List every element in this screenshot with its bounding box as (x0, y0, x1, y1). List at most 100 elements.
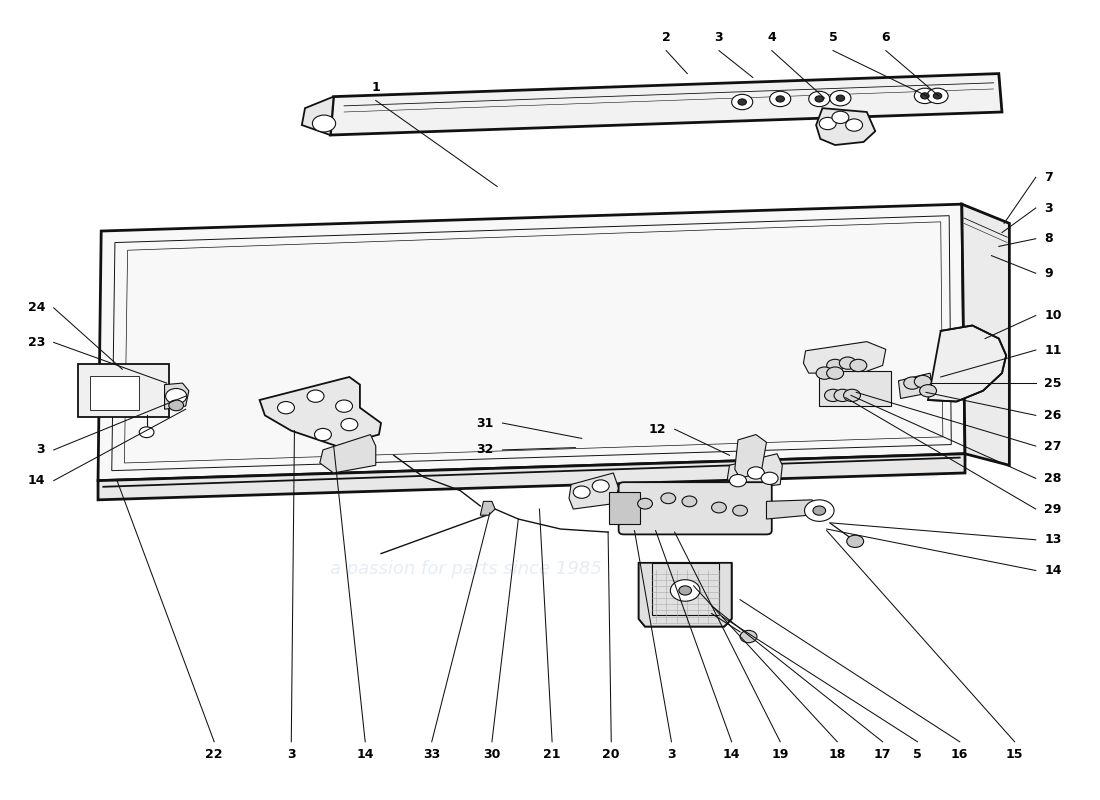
Circle shape (904, 377, 921, 390)
Circle shape (839, 357, 856, 370)
Polygon shape (330, 74, 1002, 135)
Text: 14: 14 (1044, 564, 1061, 577)
Text: 3: 3 (1044, 202, 1053, 214)
Circle shape (140, 427, 154, 438)
Text: 24: 24 (28, 302, 45, 314)
Text: 14: 14 (28, 474, 45, 487)
Text: 14: 14 (723, 748, 740, 761)
Circle shape (166, 389, 187, 404)
Circle shape (827, 367, 844, 379)
Circle shape (832, 111, 849, 123)
Text: 8: 8 (1044, 232, 1053, 246)
Text: 31: 31 (476, 417, 494, 430)
Text: 3: 3 (667, 748, 675, 761)
Polygon shape (767, 500, 820, 519)
Circle shape (933, 93, 942, 99)
Circle shape (776, 96, 784, 102)
Polygon shape (320, 434, 376, 473)
Circle shape (592, 480, 609, 492)
Circle shape (829, 90, 851, 106)
Polygon shape (569, 473, 618, 509)
Text: 1985: 1985 (785, 433, 948, 490)
Text: 5: 5 (913, 748, 922, 761)
Circle shape (844, 390, 860, 402)
Text: 27: 27 (1044, 439, 1061, 453)
Circle shape (168, 400, 184, 410)
Circle shape (914, 375, 932, 388)
Text: 10: 10 (1044, 309, 1061, 322)
Polygon shape (928, 326, 1006, 402)
Text: 5: 5 (828, 31, 837, 45)
Circle shape (927, 88, 948, 103)
Circle shape (804, 500, 834, 522)
Circle shape (729, 474, 747, 486)
Circle shape (748, 467, 764, 479)
Text: 3: 3 (36, 443, 45, 457)
Text: 11: 11 (1044, 343, 1061, 357)
Text: 29: 29 (1044, 502, 1061, 515)
Text: a passion for parts since 1985: a passion for parts since 1985 (330, 560, 602, 578)
Polygon shape (481, 502, 495, 515)
Text: eu: eu (128, 290, 398, 478)
Text: 21: 21 (543, 748, 561, 761)
Circle shape (740, 630, 757, 642)
Circle shape (920, 385, 936, 397)
Circle shape (573, 486, 590, 498)
FancyBboxPatch shape (609, 492, 640, 525)
Polygon shape (735, 434, 767, 478)
Circle shape (638, 498, 652, 509)
Text: 33: 33 (424, 748, 440, 761)
Text: 2: 2 (662, 31, 671, 45)
Polygon shape (639, 563, 732, 626)
Circle shape (770, 91, 791, 106)
Text: 4: 4 (768, 31, 777, 45)
Text: 1: 1 (372, 82, 381, 94)
Circle shape (825, 390, 842, 402)
FancyBboxPatch shape (78, 364, 168, 417)
Circle shape (670, 580, 700, 602)
Polygon shape (727, 454, 782, 490)
Circle shape (815, 96, 824, 102)
Text: 16: 16 (952, 748, 968, 761)
Polygon shape (899, 373, 933, 398)
Text: 26: 26 (1044, 409, 1061, 422)
Circle shape (341, 418, 358, 430)
Circle shape (827, 359, 844, 371)
Circle shape (921, 93, 929, 99)
Circle shape (820, 118, 836, 130)
Polygon shape (803, 342, 886, 373)
Text: 32: 32 (476, 443, 494, 457)
Text: 13: 13 (1044, 534, 1061, 546)
Polygon shape (816, 108, 876, 145)
FancyBboxPatch shape (820, 371, 891, 406)
Polygon shape (98, 454, 965, 500)
Text: 28: 28 (1044, 472, 1061, 485)
Text: 19: 19 (771, 748, 789, 761)
Circle shape (277, 402, 295, 414)
Circle shape (914, 88, 935, 103)
Text: 18: 18 (828, 748, 846, 761)
Text: 6: 6 (881, 31, 890, 45)
Text: 14: 14 (356, 748, 374, 761)
Circle shape (307, 390, 324, 402)
Circle shape (834, 390, 851, 402)
Circle shape (761, 472, 778, 485)
Circle shape (816, 367, 833, 379)
Polygon shape (260, 377, 381, 446)
Text: 25: 25 (1044, 377, 1061, 390)
Polygon shape (98, 204, 965, 481)
Circle shape (808, 91, 829, 106)
FancyBboxPatch shape (89, 376, 140, 410)
Polygon shape (639, 563, 732, 626)
Circle shape (712, 502, 726, 513)
Circle shape (846, 119, 862, 131)
Text: 3: 3 (287, 748, 296, 761)
Text: 15: 15 (1005, 748, 1023, 761)
Text: 3: 3 (715, 31, 724, 45)
Circle shape (813, 506, 826, 515)
Polygon shape (165, 383, 189, 410)
Circle shape (738, 99, 747, 105)
Circle shape (733, 506, 748, 516)
Circle shape (732, 94, 752, 110)
Circle shape (336, 400, 352, 412)
